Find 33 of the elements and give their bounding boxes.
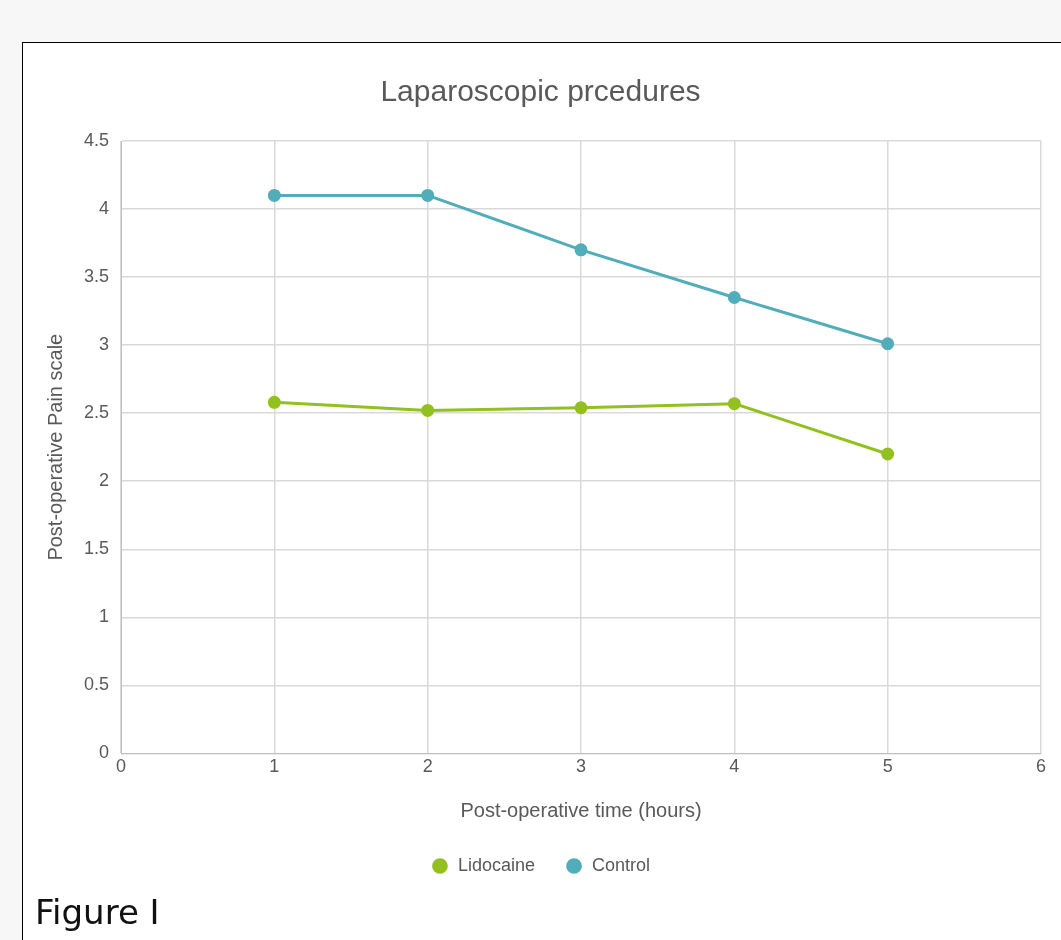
y-tick-label: 4	[99, 198, 110, 219]
x-tick-label: 4	[729, 756, 740, 777]
point	[267, 188, 281, 202]
y-tick-label: 2.5	[83, 402, 110, 423]
x-axis-title: Post-operative time (hours)	[460, 798, 702, 821]
x-tick-label: 2	[422, 756, 433, 777]
x-tick-label: 5	[882, 756, 893, 777]
x-tick-label: 3	[576, 756, 587, 777]
legend-label: Control	[592, 854, 651, 875]
y-tick-label: 0	[99, 742, 110, 763]
x-tick-label: 1	[269, 756, 280, 777]
x-tick-label: 0	[116, 756, 127, 777]
y-tick-label: 3.5	[83, 266, 110, 287]
chart-title: Laparoscopic prcedures	[380, 74, 701, 108]
y-tick-label: 1	[99, 606, 110, 627]
x-tick-label: 6	[1035, 756, 1047, 777]
point	[727, 397, 741, 411]
point	[421, 403, 435, 417]
text: Figure I	[35, 892, 160, 932]
y-tick-label: 4.5	[83, 129, 110, 150]
point	[881, 337, 895, 351]
y-tick-label: 1.5	[83, 538, 110, 559]
y-tick-label: 2	[99, 470, 110, 491]
y-axis-title: Post-operative Pain scale	[43, 333, 66, 561]
point	[881, 447, 895, 461]
legend-label: Lidocaine	[457, 854, 536, 875]
y-tick-label: 3	[99, 334, 110, 355]
y-tick-label: 0.5	[83, 674, 110, 695]
point	[727, 291, 741, 304]
point	[574, 243, 588, 257]
point	[574, 401, 588, 415]
point	[267, 395, 281, 409]
point	[421, 188, 435, 202]
